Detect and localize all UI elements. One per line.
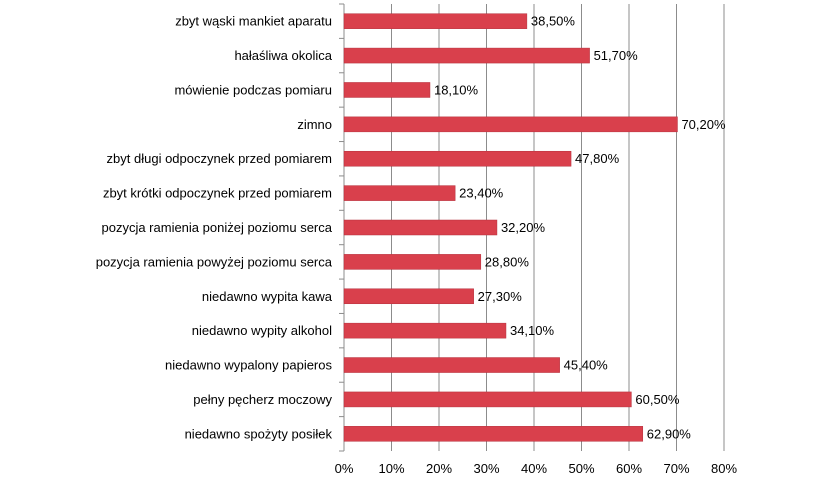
category-label: zbyt wąski mankiet aparatu: [175, 14, 332, 29]
category-label: zbyt krótki odpoczynek przed pomiarem: [103, 186, 332, 201]
data-label: 62,90%: [647, 426, 692, 441]
category-label: pozycja ramienia powyżej poziomu serca: [96, 254, 333, 269]
bar: [343, 116, 678, 133]
category-labels: zbyt wąski mankiet aparatu hałaśliwa okol…: [96, 14, 333, 442]
bar: [343, 82, 431, 98]
bar: [343, 391, 632, 408]
bar: [343, 219, 498, 236]
data-label: 47,80%: [575, 151, 620, 166]
x-tick-labels: 0% 10% 20% 30% 40% 50% 60% 70% 80%: [335, 461, 738, 476]
bar: [343, 13, 528, 29]
value-labels: 38,50% 51,70% 18,10% 70,20% 47,80% 23,40% 32,2…: [434, 14, 726, 442]
data-label: 27,30%: [478, 289, 523, 304]
data-label: 18,10%: [434, 82, 479, 97]
category-label: mówienie podczas pomiaru: [174, 82, 332, 97]
x-tick-label: 80%: [711, 461, 737, 476]
data-label: 70,20%: [681, 117, 726, 132]
x-tick-label: 10%: [378, 461, 404, 476]
data-label: 23,40%: [459, 186, 504, 201]
bar: [343, 150, 572, 167]
category-label: niedawno wypalony papieros: [165, 358, 332, 373]
data-label: 51,70%: [594, 48, 639, 63]
data-label: 38,50%: [531, 14, 576, 29]
bars: [343, 13, 678, 442]
bar: [343, 426, 644, 442]
bar: [343, 288, 474, 305]
category-label: pozycja ramienia poniżej poziomu serca: [101, 220, 332, 235]
x-tick-label: 70%: [663, 461, 689, 476]
category-label: zimno: [297, 117, 332, 132]
category-label: hałaśliwa okolica: [234, 48, 332, 63]
x-tick-label: 40%: [521, 461, 547, 476]
bar: [343, 185, 456, 201]
category-label: niedawno spożyty posiłek: [185, 426, 333, 441]
bar: [343, 47, 590, 64]
x-tick-label: 60%: [616, 461, 642, 476]
data-label: 28,80%: [485, 254, 530, 269]
category-label: niedawno wypita kawa: [202, 289, 333, 304]
x-tick-label: 30%: [473, 461, 499, 476]
bar: [343, 254, 482, 270]
data-label: 32,20%: [501, 220, 546, 235]
bar: [343, 357, 560, 373]
bar: [343, 322, 507, 339]
x-tick-label: 50%: [568, 461, 594, 476]
x-tick-label: 20%: [426, 461, 452, 476]
data-label: 34,10%: [510, 323, 555, 338]
data-label: 45,40%: [564, 358, 609, 373]
data-label: 60,50%: [635, 392, 680, 407]
category-label: niedawno wypity alkohol: [192, 323, 332, 338]
category-label: zbyt długi odpoczynek przed pomiarem: [107, 151, 332, 166]
category-label: pełny pęcherz moczowy: [193, 392, 332, 407]
x-tick-label: 0%: [335, 461, 354, 476]
